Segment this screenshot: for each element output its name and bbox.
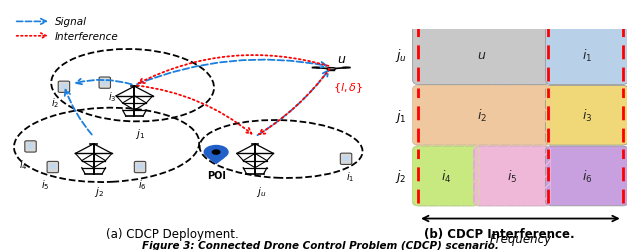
Text: $i_5$: $i_5$ [507, 168, 517, 184]
Text: $u$: $u$ [337, 53, 346, 66]
Text: $\{l, \delta\}$: $\{l, \delta\}$ [333, 81, 364, 95]
FancyBboxPatch shape [545, 26, 628, 85]
Polygon shape [208, 158, 224, 164]
FancyBboxPatch shape [340, 154, 352, 165]
Bar [102, 80, 108, 86]
Text: Interference: Interference [54, 32, 118, 42]
FancyBboxPatch shape [474, 146, 550, 206]
Text: $i_1$: $i_1$ [346, 170, 354, 184]
Text: $j_1$: $j_1$ [396, 107, 407, 124]
Text: (b) CDCP Interference.: (b) CDCP Interference. [424, 227, 575, 240]
Text: $i_4$: $i_4$ [440, 168, 451, 184]
Text: $u$: $u$ [477, 49, 486, 62]
Text: $j_1$: $j_1$ [135, 127, 145, 141]
Bar [28, 144, 33, 149]
Bar [343, 156, 349, 162]
Text: (a) CDCP Deployment.: (a) CDCP Deployment. [106, 227, 239, 240]
Text: $j_2$: $j_2$ [396, 168, 407, 185]
Text: $j_u$: $j_u$ [255, 184, 266, 198]
FancyBboxPatch shape [545, 146, 628, 206]
Text: $j_u$: $j_u$ [395, 47, 407, 64]
FancyBboxPatch shape [413, 86, 550, 146]
Text: $i_6$: $i_6$ [582, 168, 592, 184]
FancyBboxPatch shape [545, 86, 628, 146]
Text: $i_4$: $i_4$ [19, 158, 28, 171]
Circle shape [212, 150, 220, 154]
Text: Figure 3: Connected Drone Control Problem (CDCP) scenario.: Figure 3: Connected Drone Control Proble… [141, 240, 499, 250]
Text: $i_3$: $i_3$ [582, 108, 592, 124]
FancyBboxPatch shape [413, 26, 550, 85]
FancyBboxPatch shape [413, 146, 479, 206]
FancyBboxPatch shape [99, 78, 111, 89]
Text: POI: POI [207, 170, 225, 180]
Circle shape [204, 146, 228, 159]
Ellipse shape [327, 68, 335, 71]
Bar [137, 164, 143, 170]
Text: $i_5$: $i_5$ [41, 177, 50, 191]
Text: $i_3$: $i_3$ [108, 90, 116, 104]
Text: $j_2$: $j_2$ [94, 184, 104, 198]
Bar [50, 164, 56, 170]
Text: $i_1$: $i_1$ [582, 47, 592, 63]
Text: $i_2$: $i_2$ [51, 96, 59, 110]
Text: Frequency: Frequency [490, 232, 552, 245]
Text: Signal: Signal [54, 17, 86, 27]
Text: $i_2$: $i_2$ [477, 108, 486, 124]
FancyBboxPatch shape [134, 162, 146, 173]
FancyBboxPatch shape [47, 162, 58, 173]
FancyBboxPatch shape [58, 82, 70, 93]
Bar [61, 84, 67, 90]
Text: $i_6$: $i_6$ [138, 177, 146, 191]
FancyBboxPatch shape [25, 141, 36, 152]
